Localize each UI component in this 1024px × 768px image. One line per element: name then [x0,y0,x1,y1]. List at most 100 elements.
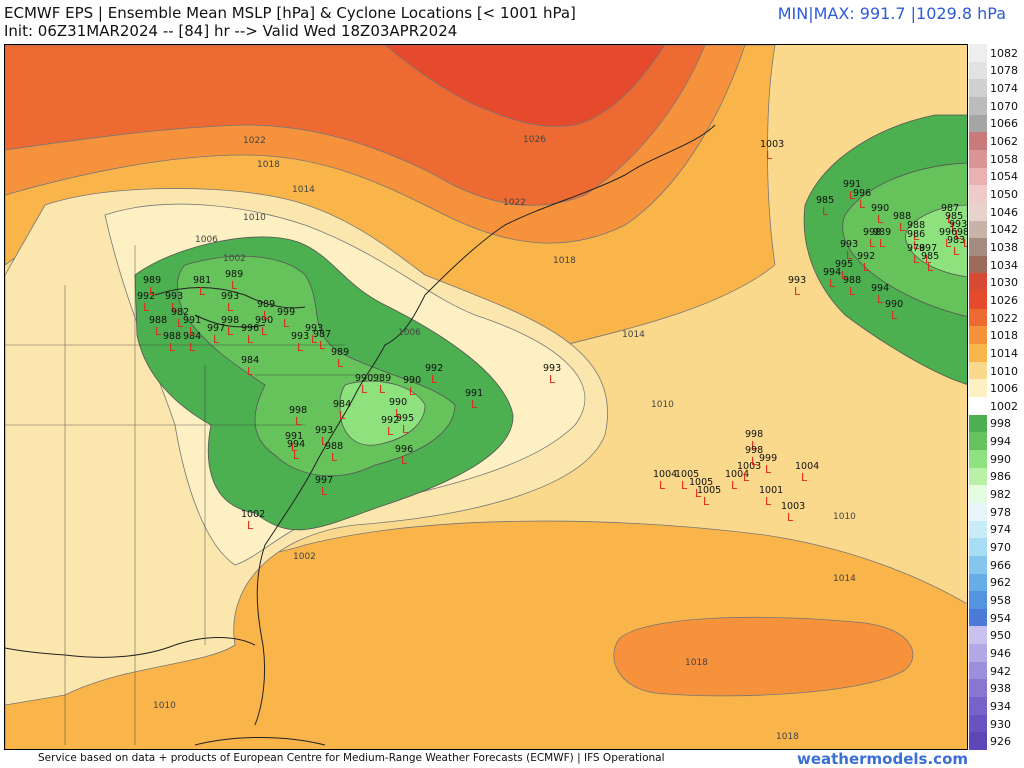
legend-swatch-930 [969,714,987,733]
legend-label-1042: 1042 [990,223,1018,237]
cyclone-low-marker: L [409,385,416,398]
cyclone-pressure-label: 992 [137,291,155,302]
cyclone-low-marker: L [953,245,960,258]
legend-swatch-934 [969,697,987,716]
cyclone-pressure-label: 987 [313,329,331,340]
legend-swatch-986 [969,467,987,486]
pressure-map[interactable]: 1022 1018 1014 1010 1006 1002 1026 1022 1018 1006… [4,44,968,750]
cyclone-low-marker: L [659,479,666,492]
cyclone-pressure-label: 993 [305,323,323,334]
cyclone-low-marker: L [155,325,162,338]
cyclone-pressure-label: 982 [171,307,189,318]
legend-swatch-998 [969,414,987,433]
cyclone-low-marker: L [829,277,836,290]
legend-label-1062: 1062 [990,135,1018,149]
cyclone-low-marker: L [945,237,952,250]
legend-swatch-974 [969,520,987,539]
cyclone-low-marker: L [846,249,853,262]
cyclone-pressure-label: 1003 [781,501,805,512]
isobar-fill-994-atlantic [842,162,967,317]
legend-swatch-1014 [969,344,987,363]
cyclone-low-marker: L [339,409,346,422]
legend-swatch-978 [969,502,987,522]
cyclone-low-marker: L [751,439,758,452]
cyclone-low-marker: L [247,333,254,346]
cyclone-pressure-label: 991 [843,179,861,190]
cyclone-pressure-label: 1001 [759,485,783,496]
isobar-label: 1018 [553,256,576,266]
legend-swatch-966 [969,555,987,574]
cyclone-pressure-label: 990 [871,203,889,214]
cyclone-low-marker: L [822,205,829,218]
cyclone-low-marker: L [321,435,328,448]
cyclone-pressure-label: 989 [143,275,161,286]
legend-swatch-950 [969,626,987,645]
gulf-coastline [5,637,256,658]
brand-link[interactable]: weathermodels.com [796,750,968,768]
cyclone-pressure-label: 996 [939,227,957,238]
legend-label-978: 978 [990,505,1011,519]
isobar-label: 1014 [292,185,315,195]
cyclone-low-marker: L [766,149,773,162]
legend-label-974: 974 [990,523,1011,537]
legend-swatch-962 [969,573,987,592]
legend-label-942: 942 [990,664,1011,678]
cyclone-pressure-label: 984 [333,399,351,410]
legend-label-930: 930 [990,717,1011,731]
isobar-label: 1018 [776,732,799,742]
legend-label-1050: 1050 [990,188,1018,202]
cyclone-low-marker: L [925,253,932,266]
legend-label-1046: 1046 [990,205,1018,219]
cyclone-low-marker: L [913,230,920,243]
cyclone-pressure-label: 993 [840,239,858,250]
cyclone-low-marker: L [877,213,884,226]
cyclone-low-marker: L [703,495,710,508]
cyclone-pressure-label: 994 [823,267,841,278]
cyclone-low-marker: L [189,341,196,354]
legend-swatch-1070 [969,96,987,116]
cyclone-low-marker: L [947,213,954,226]
cyclone-low-marker: L [877,293,884,306]
legend-swatch-942 [969,661,987,680]
cyclone-low-marker: L [169,341,176,354]
cyclone-low-marker: L [787,511,794,524]
cyclone-low-marker: L [247,365,254,378]
cyclone-low-marker: L [319,339,326,352]
cyclone-low-marker: L [765,495,772,508]
legend-label-982: 982 [990,488,1011,502]
legend-swatch-1038 [969,238,987,257]
cyclone-pressure-label: 993 [788,275,806,286]
legend-label-958: 958 [990,593,1011,607]
cyclone-pressure-label: 988 [843,275,861,286]
cyclone-low-marker: L [263,309,270,322]
legend-swatch-1002 [969,397,987,416]
isobar-label: 1014 [622,330,645,340]
legend-label-994: 994 [990,435,1011,449]
cyclone-low-marker: L [171,301,178,314]
cyclone-pressure-label: 993 [165,291,183,302]
cyclone-pressure-label: 992 [381,415,399,426]
cyclone-low-marker: L [189,325,196,338]
cyclone-pressure-label: 990 [403,375,421,386]
cyclone-pressure-label: 990 [885,299,903,310]
cyclone-pressure-label: 990 [355,373,373,384]
legend-label-1030: 1030 [990,276,1018,290]
cyclone-pressure-label: 985 [816,195,834,206]
cyclone-low-marker: L [401,454,408,467]
cyclone-pressure-label: 985 [921,251,939,262]
cyclone-pressure-label: 1005 [697,485,721,496]
cyclone-low-marker: L [471,398,478,411]
isobar-label: 1010 [243,213,266,223]
legend-label-966: 966 [990,558,1011,572]
legend-label-1078: 1078 [990,64,1018,78]
cyclone-low-marker: L [199,285,206,298]
legend-label-986: 986 [990,470,1011,484]
legend-swatch-994 [969,432,987,451]
isobar-label: 1014 [833,574,856,584]
cyclone-low-marker: L [913,253,920,266]
cyclone-low-marker: L [681,479,688,492]
legend-label-1002: 1002 [990,399,1018,413]
cyclone-pressure-label: 996 [395,444,413,455]
isobar-label: 1002 [293,552,316,562]
cyclone-pressure-label: 1003 [737,461,761,472]
